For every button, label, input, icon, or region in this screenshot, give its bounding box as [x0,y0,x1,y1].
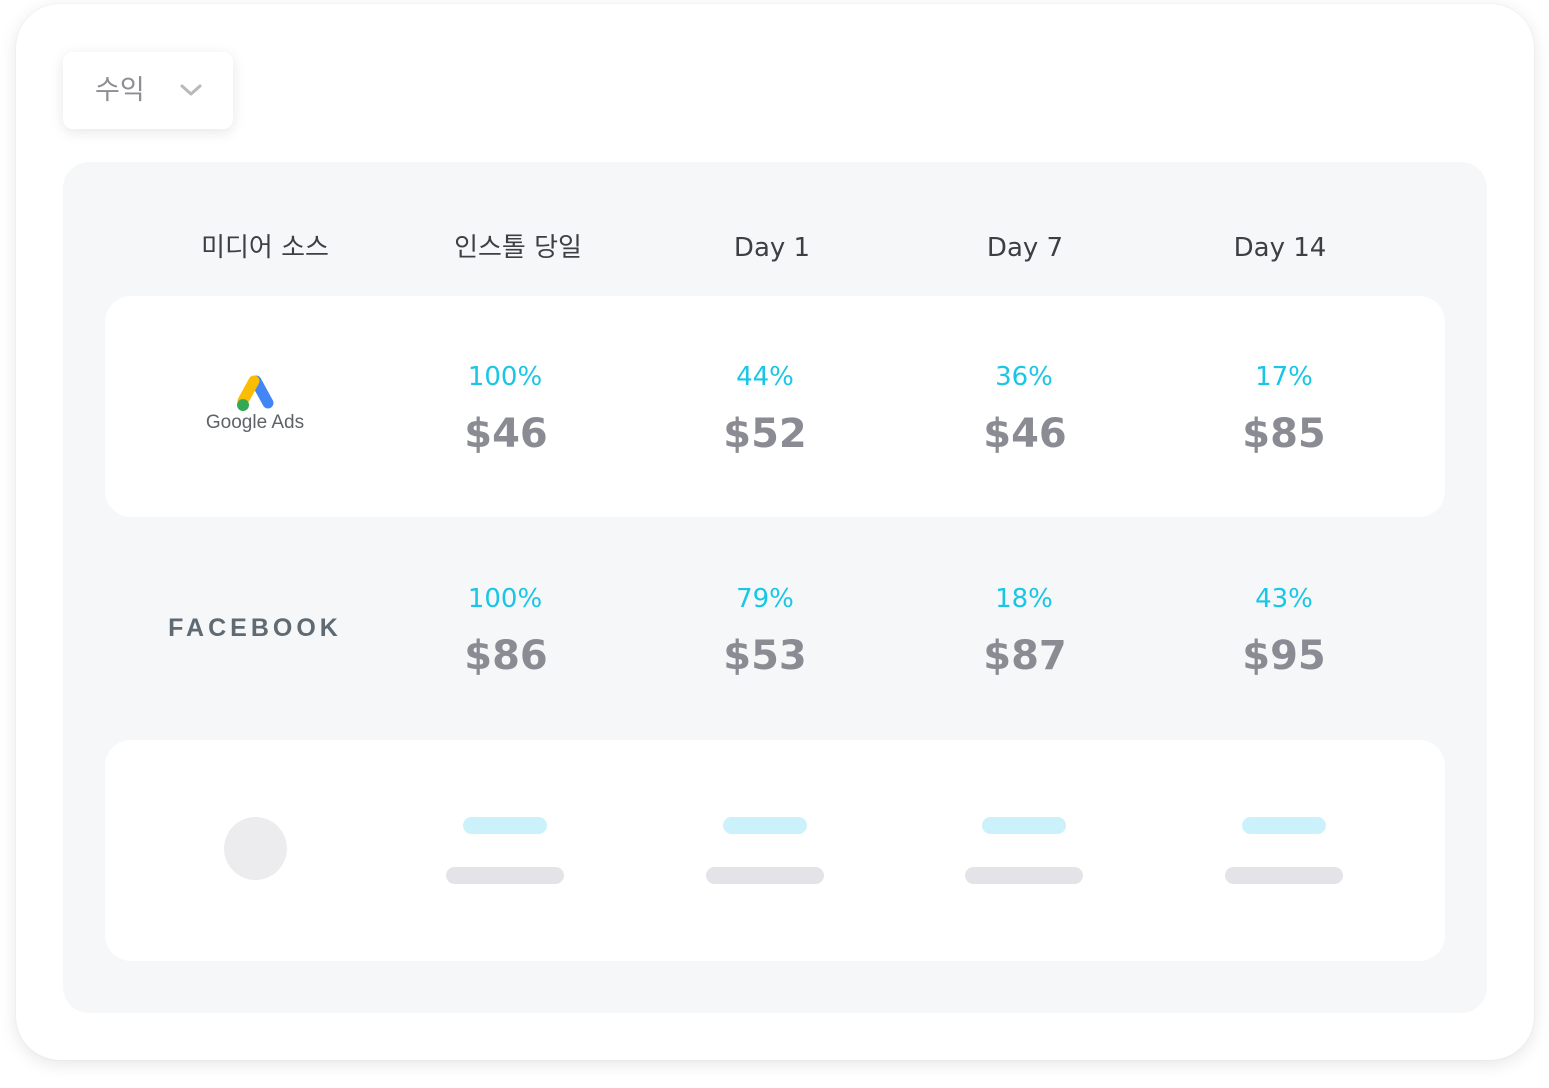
skeleton-pct [982,817,1066,834]
header-day-14: Day 14 [1233,233,1327,263]
cell-pct: 36% [995,362,1053,392]
metric-dropdown[interactable]: 수익 [63,52,233,129]
cell-amount: $46 [983,411,1067,457]
chevron-down-icon [180,84,202,96]
cell-amount: $87 [983,633,1067,679]
skeleton-pct [1242,817,1326,834]
cell-amount: $46 [464,411,548,457]
header-day-7: Day 7 [986,233,1064,263]
skeleton-amount [706,867,824,884]
cell-amount: $52 [723,411,807,457]
table-row-google-ads [105,296,1445,517]
google-ads-icon [237,375,274,411]
header-install-day: 인스톨 당일 [454,233,582,263]
header-day-1: Day 1 [733,233,811,263]
skeleton-amount [446,867,564,884]
skeleton-row [105,740,1445,961]
skeleton-pct [723,817,807,834]
cell-amount: $53 [723,633,807,679]
skeleton-amount [1225,867,1343,884]
cell-pct: 43% [1255,584,1313,614]
cell-amount: $86 [464,633,548,679]
dropdown-label: 수익 [95,75,145,106]
cell-pct: 100% [467,362,543,392]
facebook-logo: FACEBOOK [168,614,342,642]
google-ads-label: Google Ads [205,412,305,433]
cell-pct: 100% [467,584,543,614]
google-ads-logo: Google Ads [190,375,320,439]
skeleton-avatar [224,817,287,880]
cell-pct: 79% [736,584,794,614]
cell-pct: 44% [736,362,794,392]
header-media-source: 미디어 소스 [201,233,329,263]
skeleton-amount [965,867,1083,884]
cell-amount: $85 [1242,411,1326,457]
cell-amount: $95 [1242,633,1326,679]
cell-pct: 17% [1255,362,1313,392]
skeleton-pct [463,817,547,834]
cell-pct: 18% [995,584,1053,614]
